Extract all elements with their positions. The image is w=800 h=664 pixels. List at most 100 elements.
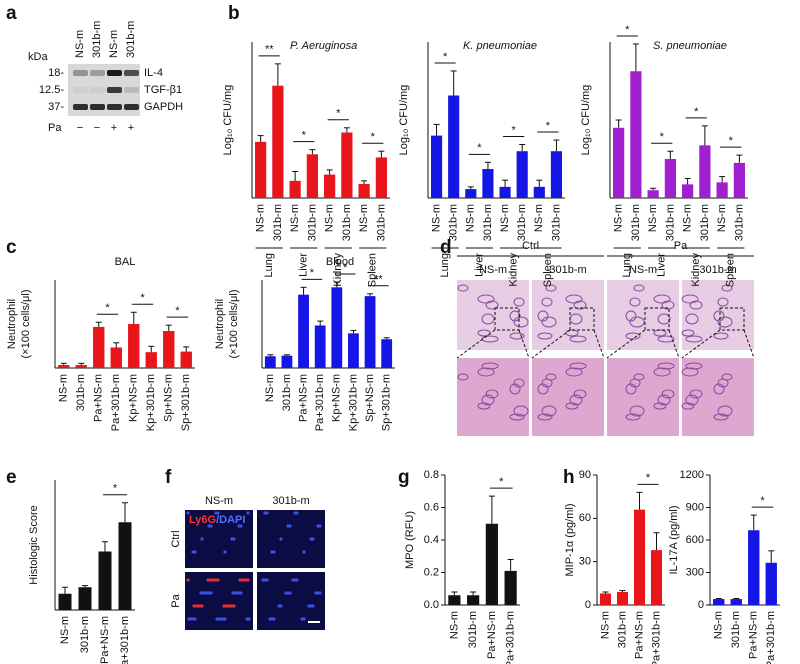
tissue-feature	[565, 367, 583, 377]
cell-dot	[207, 524, 211, 528]
significance-label: *	[175, 305, 180, 317]
group-label: Kidney	[332, 253, 344, 287]
bar	[616, 592, 629, 605]
significance-label: *	[729, 135, 734, 147]
tissue-feature	[633, 284, 645, 292]
histology-image	[532, 280, 604, 350]
bar	[272, 85, 284, 198]
panel-label: e	[6, 467, 17, 488]
tissue-feature	[629, 316, 645, 328]
x-tick-label: NS-m	[358, 204, 370, 232]
bar	[516, 151, 528, 198]
marker-label: 18-	[48, 67, 64, 79]
panel-label: c	[6, 237, 17, 258]
y-tick-label: 0.2	[424, 566, 439, 578]
tissue-feature	[509, 332, 525, 340]
bar	[78, 587, 92, 610]
cell-dot	[222, 604, 226, 608]
tissue-feature	[661, 300, 675, 310]
group-label: Kidney	[690, 253, 702, 287]
cell-dot	[237, 524, 241, 528]
cell-dot	[186, 578, 190, 582]
significance-label: *	[660, 131, 665, 143]
tissue-feature	[573, 389, 587, 399]
bar	[75, 365, 87, 368]
bar	[364, 296, 376, 368]
bar	[331, 287, 343, 368]
stain-dapi: /DAPI	[216, 514, 245, 526]
marker-label: 12.5-	[39, 84, 64, 96]
tissue-feature	[541, 378, 553, 388]
x-tick-label: 301b-m	[467, 611, 479, 648]
bar	[465, 189, 477, 198]
bar	[358, 183, 370, 198]
bar	[163, 331, 175, 368]
cell-dot	[231, 591, 235, 595]
y-tick-label: 0	[585, 599, 591, 611]
significance-label: *	[511, 124, 516, 136]
treatment-sign: +	[128, 122, 134, 134]
y-axis-label: Neutrophil	[6, 299, 18, 349]
cell-dot	[199, 591, 203, 595]
x-tick-label: 301b-m	[616, 611, 628, 648]
bar	[699, 145, 711, 198]
bar	[145, 352, 157, 368]
x-tick-label: Pa+NS-m	[99, 616, 111, 664]
group-label: Liver	[298, 253, 310, 277]
tissue-feature	[545, 284, 557, 292]
significance-label: **	[265, 44, 274, 56]
x-tick-label: 301b-m	[306, 204, 318, 241]
blot-band	[73, 104, 88, 110]
group-label: Liver	[656, 253, 668, 277]
y-tick-label: 0.8	[424, 469, 439, 481]
bar	[281, 355, 293, 368]
x-tick-label: NS-m	[599, 611, 611, 639]
x-tick-label: 301b-m	[482, 204, 494, 241]
bar	[381, 339, 393, 368]
tissue-feature	[509, 383, 521, 395]
x-tick-label: Pa+301b-m	[505, 611, 517, 664]
zoom-box	[719, 307, 745, 331]
x-tick-label: 301b-m	[699, 204, 711, 241]
blot-band	[73, 87, 88, 93]
bar	[499, 186, 511, 198]
y-tick-label: 600	[686, 534, 704, 546]
x-tick-label: Pa+NS-m	[297, 374, 309, 422]
tissue-feature	[485, 300, 499, 310]
fluorescence-image	[257, 510, 325, 568]
bar	[467, 595, 480, 605]
y-tick-label: 90	[579, 469, 591, 481]
significance-label: *	[343, 262, 348, 274]
bar	[128, 324, 140, 368]
histology-image	[682, 358, 754, 436]
x-tick-label: 301b-m	[375, 204, 387, 241]
tissue-feature	[477, 367, 495, 377]
bar	[765, 562, 777, 605]
bar	[664, 159, 676, 198]
zoom-box	[494, 307, 520, 331]
bar	[633, 509, 646, 605]
bar	[550, 151, 563, 198]
bar	[533, 186, 545, 198]
group-label: Spleen	[367, 253, 379, 287]
bar	[324, 174, 336, 198]
cell-dot	[309, 537, 313, 541]
significance-label: *	[371, 131, 376, 143]
histology-image	[682, 280, 754, 350]
tissue-feature	[625, 332, 641, 340]
bar	[314, 325, 326, 368]
x-tick-label: Pa+301b-m	[110, 374, 122, 431]
group-label: Spleen	[542, 253, 554, 287]
x-tick-label: Pa+301b-m	[314, 374, 326, 431]
cell-dot	[245, 617, 249, 621]
bar	[599, 593, 612, 605]
tissue-feature	[513, 378, 525, 388]
bar	[647, 190, 659, 198]
x-tick-label: 301b-m	[516, 204, 528, 241]
x-tick-label: Kp+NS-m	[331, 374, 343, 422]
bar	[730, 599, 742, 605]
x-tick-label: Sp+301b-m	[180, 374, 192, 431]
tissue-feature	[485, 389, 499, 399]
tissue-feature	[685, 313, 699, 325]
